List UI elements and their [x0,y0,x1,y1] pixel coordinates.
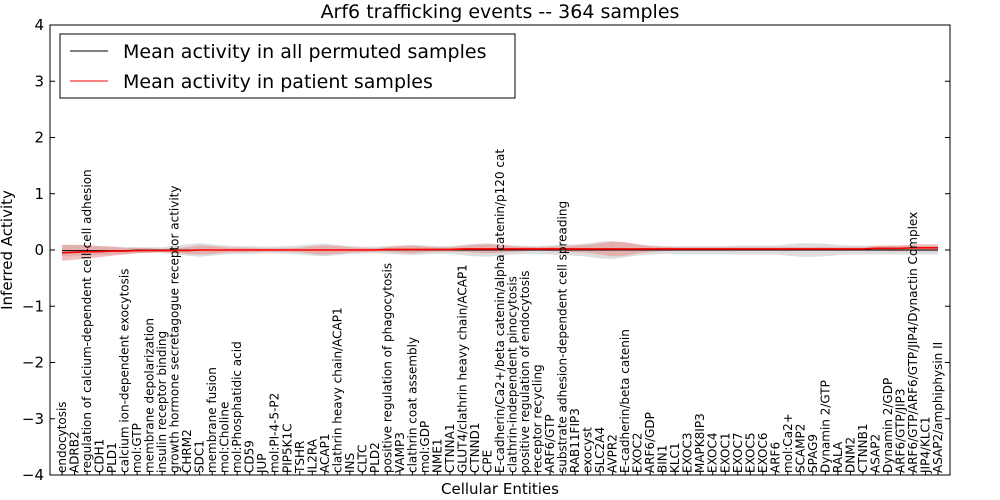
y-tick-label: −4 [22,466,44,484]
x-tick-label: calcium ion-dependent exocytosis [118,269,132,474]
x-tick-label: insulin receptor binding [155,331,169,473]
x-tick-label: mol:PI-4-5-P2 [268,393,282,473]
x-tick-label: membrane depolarization [143,318,157,473]
x-tick-label: positive regulation of phagocytosis [380,263,394,473]
x-tick-label: EXOC7 [731,433,745,474]
x-tick-label: RALA [831,441,845,473]
x-tick-label: GLUT4/clathrin heavy chain/ACAP1 [455,264,469,473]
patient-mean-line [61,247,938,254]
x-tick-label: IL2RA [305,438,319,473]
y-tick-label: −3 [22,410,44,428]
x-tick-label: PLD2 [368,442,382,473]
x-tick-label: CTNNB1 [856,423,870,473]
x-tick-label: ACAP1 [318,434,332,473]
x-tick-label: EXOC1 [718,433,732,474]
x-tick-label: substrate adhesion-dependent cell spread… [556,201,570,473]
x-tick-label: Dynamin 2/GTP [818,380,832,473]
x-tick-label: ADRB2 [68,431,82,473]
x-tick-label: CD59 [243,440,257,473]
x-tick-label: VAMP3 [393,432,407,473]
x-tick-label: INS [343,453,357,473]
x-tick-label: MAPK8IP3 [693,413,707,473]
x-tick-label: CTNNA1 [443,423,457,473]
x-tick-label: Dynamin 2/GDP [881,378,895,473]
chart-title: Arf6 trafficking events -- 364 samples [321,1,680,23]
legend: Mean activity in all permuted samples Me… [59,33,516,99]
x-tick-label: SLC2A4 [593,427,607,473]
x-tick-label: JUP [255,453,269,474]
x-tick-label: clathrin-independent pinocytosis [506,276,520,473]
x-tick-label: ARF6/GTP/ARF6/GTP/JIP4/Dynactin Complex [906,212,920,473]
x-tick-label: KLC1 [668,442,682,473]
y-tick-label: −2 [22,354,44,372]
x-tick-label: CPE [480,450,494,473]
x-tick-label: BIN1 [656,445,670,473]
legend-box [59,33,516,99]
x-tick-label: EXOC5 [743,433,757,474]
x-tick-label: ASAP2/amphiphysin II [931,342,945,473]
x-tick-label: mol:Choline [218,402,232,473]
x-tick-label: PIP5K1C [280,423,294,473]
x-tick-label: ARF6/GDP [643,412,657,473]
x-tick-label: SCAMP2 [793,424,807,473]
x-tick-label: ARF6 [768,442,782,473]
x-tick-label: membrane fusion [205,367,219,473]
x-tick-label: positive regulation of endocytosis [518,270,532,473]
y-tick-label: 2 [34,129,44,147]
x-tick-label: JIP4/KLC1 [918,416,932,474]
x-tick-label: CHRM2 [180,429,194,473]
x-tick-label: endocytosis [55,401,69,473]
x-tick-label: clathrin coat assembly [405,337,419,473]
x-tick-label: ARF6/GTP [543,414,557,473]
x-tick-label: ARF6/GTP/JIP3 [893,388,907,473]
x-tick-label: mol:Phosphatidic acid [230,341,244,473]
x-tick-label: mol:Ca2+ [781,413,795,473]
x-tick-label: AVPR2 [606,434,620,473]
series-lines [61,247,938,254]
x-tick-label: SPAG9 [806,434,820,473]
x-tick-label: PLD1 [105,442,119,473]
x-tick-label: exocyst [581,427,595,473]
y-tick-label: 1 [34,185,44,203]
x-tick-label: SDC1 [193,440,207,473]
x-tick-label: CTNND1 [468,422,482,473]
x-tick-label: E-cadherin/beta catenin [618,329,632,473]
x-tick-label: DNM2 [843,437,857,473]
x-tick-label: CLTC [355,445,369,473]
x-tick-label: RAB11FIP3 [568,408,582,473]
x-tick-label: TSHR [293,441,307,474]
x-tick-label: mol:GDP [418,421,432,473]
y-axis: 4 3 2 1 0 −1 −2 −3 −4 [22,16,950,484]
x-tick-label: EXOC3 [681,433,695,474]
y-tick-label: 4 [34,16,44,34]
y-axis-title: Inferred Activity [0,190,16,310]
x-axis-title: Cellular Entities [441,480,559,498]
legend-label-permuted: Mean activity in all permuted samples [123,41,486,63]
x-tick-label: EXOC2 [631,433,645,474]
x-tick-label: CDH1 [93,439,107,473]
x-tick-label: EXOC6 [756,433,770,474]
x-tick-label: receptor recycling [531,364,545,473]
x-tick-label: ASAP2 [868,434,882,473]
y-tick-label: −1 [22,297,44,315]
x-tick-label: NME1 [430,438,444,473]
legend-label-patient: Mean activity in patient samples [123,71,433,93]
patient-confidence-band [62,241,938,261]
x-tick-label: clathrin heavy chain/ACAP1 [330,307,344,473]
x-tick-label: growth hormone secretagogue receptor act… [168,186,182,473]
x-tick-label: mol:GTP [130,423,144,473]
y-tick-label: 3 [34,72,44,90]
y-tick-label: 0 [34,241,44,259]
x-tick-label: EXOC4 [706,433,720,474]
x-tick-label: E-cadherin/Ca2+/beta catenin/alpha caten… [493,149,507,473]
x-tick-label: regulation of calcium-dependent cell-cel… [80,169,94,473]
